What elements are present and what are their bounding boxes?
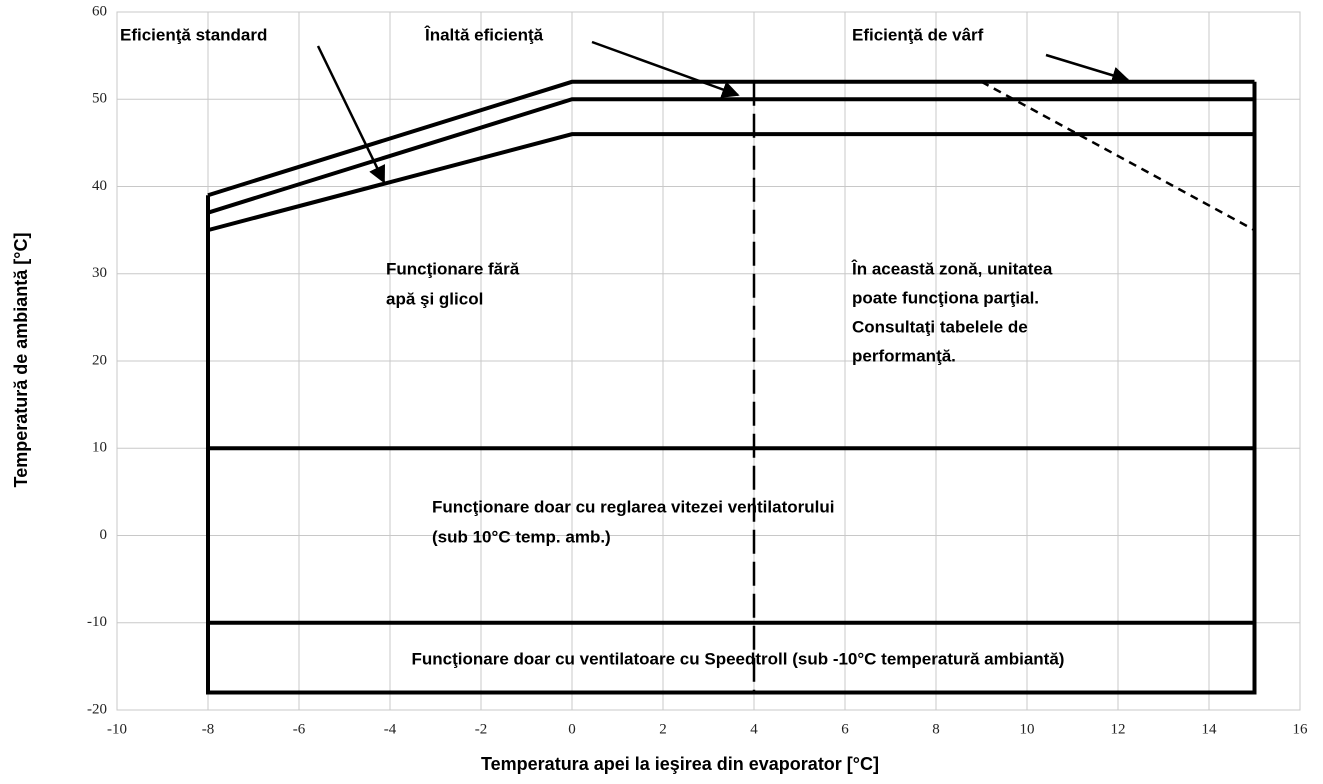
plot-frame [116,11,1301,711]
annotation: Funcţionare fără [386,259,520,278]
annotation: Funcţionare doar cu reglarea vitezei ven… [432,497,834,516]
annotation: Consultaţi tabelele de [852,317,1028,336]
x-tick-label: 6 [841,721,849,737]
series-line [207,97,1255,215]
y-tick-label: 60 [92,3,107,19]
x-tick-label: 4 [750,721,758,737]
x-tick-label: 10 [1020,721,1035,737]
x-tick-label: 12 [1111,721,1126,737]
arrow [1045,53,1130,84]
series-line [207,132,1255,233]
annotation: Funcţionare doar cu ventilatoare cu Spee… [412,649,1065,668]
y-tick-label: -20 [87,701,107,717]
series-line [206,81,1257,695]
arrows [316,40,1130,184]
marks [206,79,1257,695]
x-tick-label: 14 [1202,721,1218,737]
y-tick-label: 10 [92,440,107,456]
annotation: Eficienţă standard [120,25,267,44]
y-tick-label: 50 [92,91,107,107]
y-tick-label: -10 [87,614,107,630]
series-line [207,79,1255,198]
x-tick-label: -6 [293,721,306,737]
annotation: poate funcţiona parţial. [852,288,1039,307]
y-axis-label: Temperatură de ambiantă [°C] [11,233,31,488]
grid [116,11,1301,711]
x-tick-label: -10 [107,721,127,737]
x-tick-label: -2 [475,721,488,737]
annotation: (sub 10°C temp. amb.) [432,527,611,546]
x-tick-label: -4 [384,721,397,737]
annotation: Înaltă eficienţă [424,25,544,44]
y-tick-label: 0 [100,527,108,543]
annotation: În această zonă, unitatea [851,259,1053,278]
x-tick-label: 0 [568,721,576,737]
texts: -10 -8 -6 -4 -2 0 2 4 6 8 10 12 14 16-20-100102030405… [11,3,1308,773]
x-tick-label: 2 [659,721,667,737]
y-tick-label: 30 [92,265,107,281]
annotation: apă şi glicol [386,289,483,308]
arrow [316,45,386,184]
x-axis-label: Temperatura apei la ieşirea din evaporat… [481,754,879,774]
arrow [591,40,740,98]
annotation: Eficienţă de vârf [852,25,984,44]
y-tick-label: 20 [92,352,107,368]
annotation: performanţă. [852,346,956,365]
y-tick-label: 40 [92,178,107,194]
series-line [980,80,1256,232]
x-tick-label: 16 [1293,721,1309,737]
x-tick-label: 8 [932,721,940,737]
x-tick-label: -8 [202,721,215,737]
